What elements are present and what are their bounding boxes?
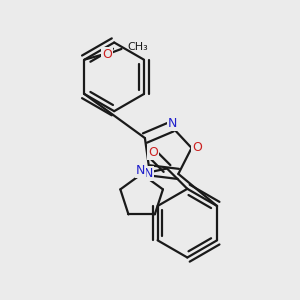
Text: N: N bbox=[144, 167, 153, 180]
Text: O: O bbox=[192, 141, 202, 154]
Text: O: O bbox=[102, 48, 112, 61]
Text: CH₃: CH₃ bbox=[128, 42, 148, 52]
Text: N: N bbox=[168, 117, 177, 130]
Text: N: N bbox=[136, 164, 145, 177]
Text: O: O bbox=[148, 146, 158, 159]
